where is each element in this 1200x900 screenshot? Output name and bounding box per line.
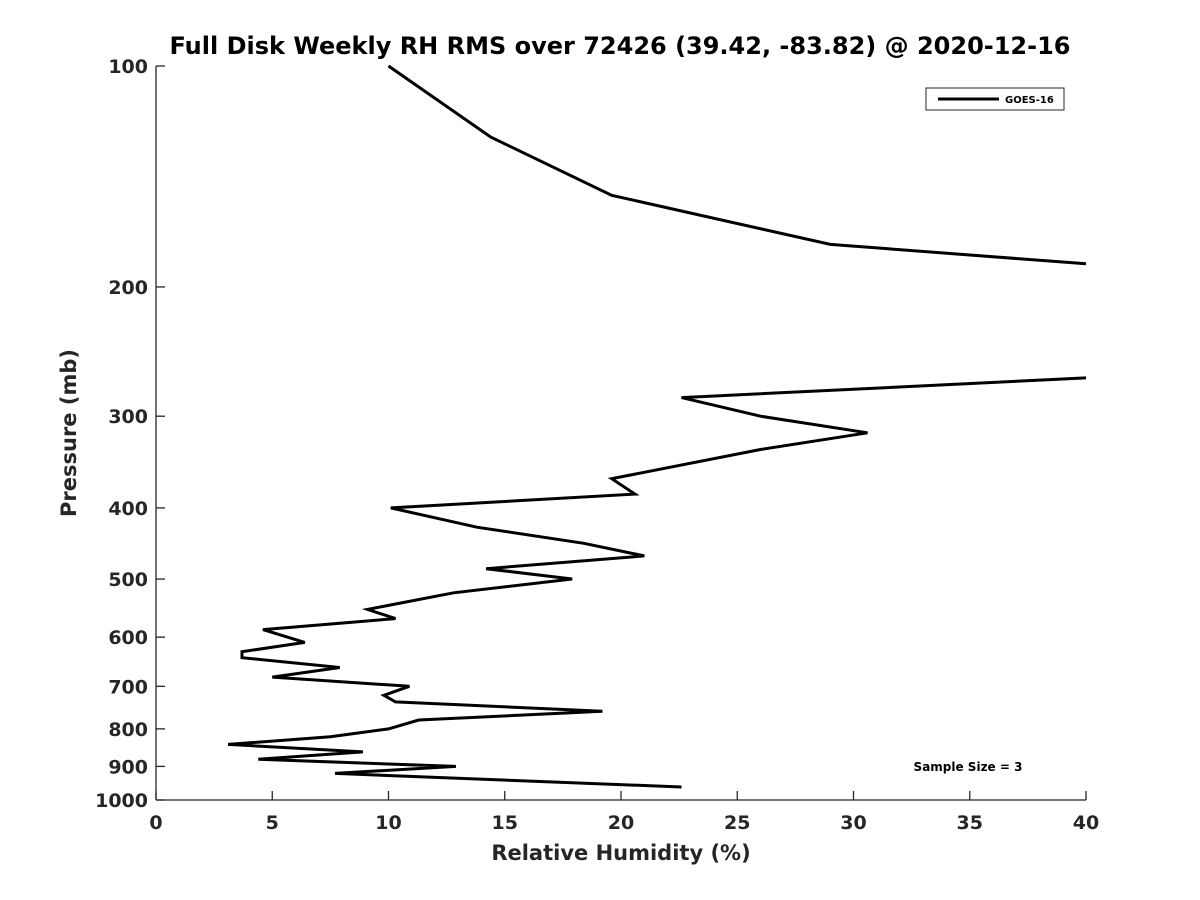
axes: 0 5 10 15 20 25 30 35 40 100 200 300 400 500 600 700 80… [95, 56, 1099, 834]
x-tick-label: 30 [840, 812, 866, 834]
x-tick-label: 5 [266, 812, 279, 834]
chart-title: Full Disk Weekly RH RMS over 72426 (39.4… [169, 32, 1070, 60]
y-tick-label: 600 [108, 627, 148, 649]
x-tick-label: 0 [149, 812, 162, 834]
x-tick-label: 35 [957, 812, 983, 834]
y-tick-label: 700 [108, 676, 148, 698]
x-tick-label: 20 [608, 812, 634, 834]
x-axis-label: Relative Humidity (%) [491, 841, 750, 865]
x-tick-label: 15 [492, 812, 518, 834]
legend: GOES-16 [925, 87, 1065, 111]
series-layer [227, 64, 1087, 789]
y-tick-label: 400 [108, 498, 148, 520]
y-tick-label: 1000 [95, 790, 148, 812]
x-tick-label: 10 [375, 812, 401, 834]
y-tick-label: 900 [108, 756, 148, 778]
sample-size-annotation: Sample Size = 3 [914, 760, 1023, 774]
series-line-goes-16 [387, 64, 1087, 266]
legend-entry-goes-16: GOES-16 [1005, 95, 1054, 106]
y-axis-label: Pressure (mb) [57, 349, 81, 517]
y-ticks: 100 200 300 400 500 600 700 800 900 1000 [95, 56, 165, 812]
y-tick-label: 200 [108, 277, 148, 299]
x-ticks: 0 5 10 15 20 25 30 35 40 [149, 791, 1099, 834]
y-tick-label: 300 [108, 406, 148, 428]
y-tick-label: 100 [108, 56, 148, 78]
x-tick-label: 25 [724, 812, 750, 834]
x-tick-label: 40 [1073, 812, 1099, 834]
y-tick-label: 800 [108, 719, 148, 741]
series-line-goes-16 [227, 376, 1087, 789]
y-tick-label: 500 [108, 569, 148, 591]
